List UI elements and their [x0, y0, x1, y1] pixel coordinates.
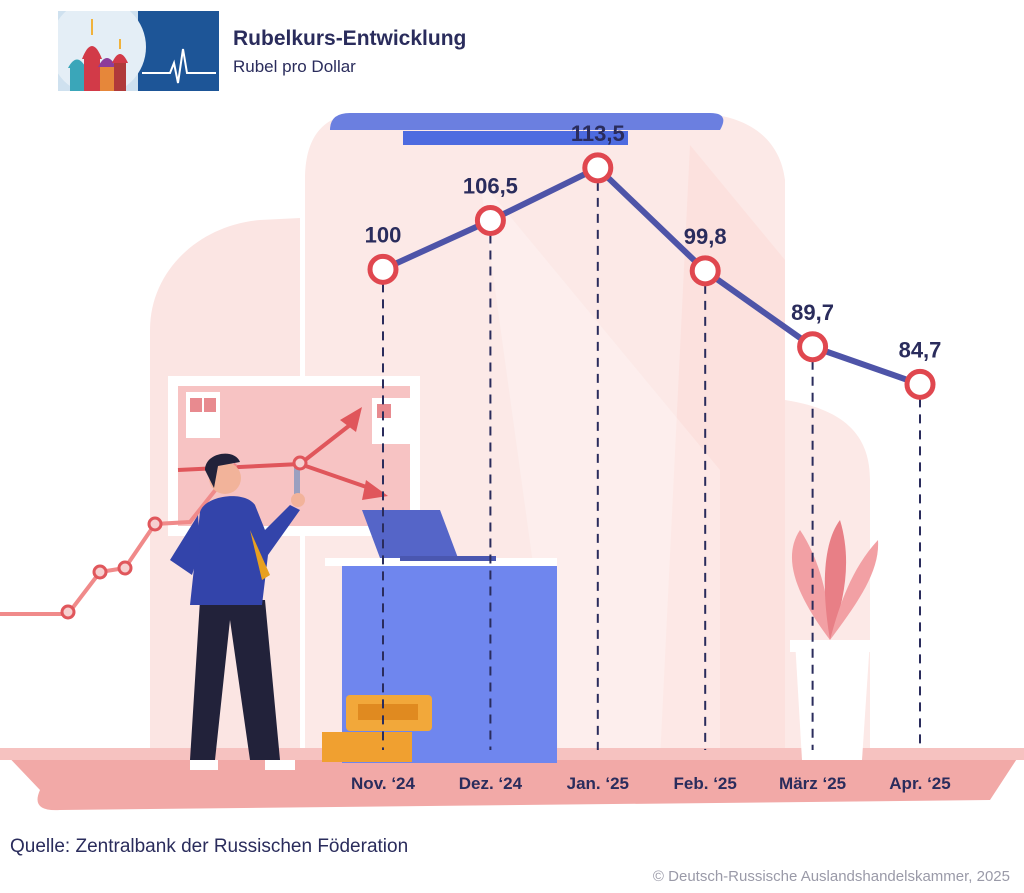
drop-lines [382, 181, 921, 750]
data-point [904, 368, 936, 400]
x-tick-label: Apr. ‘25 [889, 774, 950, 793]
x-tick-label: Feb. ‘25 [674, 774, 737, 793]
value-label: 89,7 [791, 300, 834, 325]
data-point [689, 255, 721, 287]
value-label: 106,5 [463, 173, 518, 198]
chart-subtitle: Rubel pro Dollar [233, 57, 356, 76]
value-label: 113,5 [571, 121, 625, 146]
data-markers [367, 152, 936, 400]
background-illustration [0, 113, 1024, 811]
data-point [367, 253, 399, 285]
x-tick-label: Nov. ‘24 [351, 774, 415, 793]
source-note: Quelle: Zentralbank der Russischen Föder… [10, 836, 409, 857]
x-tick-label: März ‘25 [779, 774, 846, 793]
x-tick-label: Dez. ‘24 [459, 774, 523, 793]
x-tick-label: Jan. ‘25 [567, 774, 629, 793]
value-label: 99,8 [684, 224, 727, 249]
data-point [797, 331, 829, 363]
data-point [474, 204, 506, 236]
x-axis-labels: Nov. ‘24 Dez. ‘24 Jan. ‘25 Feb. ‘25 März ‘25… [351, 774, 951, 793]
value-label: 84,7 [899, 337, 942, 362]
logo [58, 11, 219, 91]
data-point [582, 152, 614, 184]
copyright-note: © Deutsch-Russische Auslandshandelskamme… [652, 868, 1010, 885]
series-line [380, 164, 923, 388]
chart-title: Rubelkurs-Entwicklung [233, 27, 467, 50]
value-labels: 100 106,5 113,5 99,8 89,7 84,7 [365, 121, 942, 362]
value-label: 100 [365, 222, 402, 247]
